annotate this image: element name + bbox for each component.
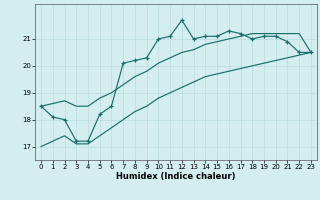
X-axis label: Humidex (Indice chaleur): Humidex (Indice chaleur)	[116, 172, 236, 181]
